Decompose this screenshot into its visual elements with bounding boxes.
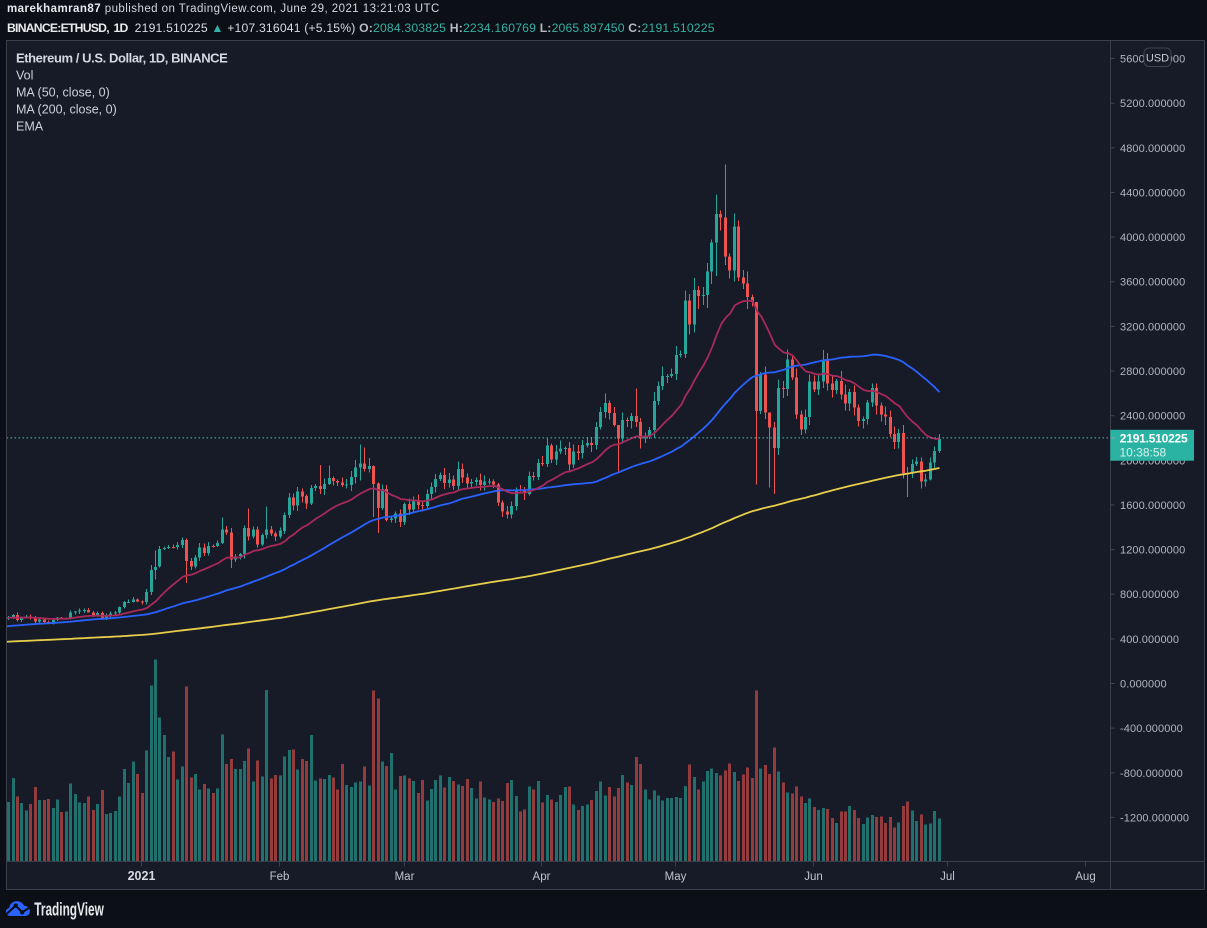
svg-text:4000.000000: 4000.000000 bbox=[1120, 232, 1185, 244]
svg-text:0.000000: 0.000000 bbox=[1120, 679, 1167, 691]
svg-text:5200.000000: 5200.000000 bbox=[1120, 98, 1185, 110]
svg-text:-400.000000: -400.000000 bbox=[1120, 723, 1183, 735]
svg-text:-1200.000000: -1200.000000 bbox=[1120, 812, 1189, 824]
svg-text:Aug: Aug bbox=[1075, 871, 1095, 883]
svg-text:TradingView: TradingView bbox=[34, 899, 104, 919]
svg-text:MA (200, close, 0): MA (200, close, 0) bbox=[16, 103, 117, 117]
svg-text:MA (50, close, 0): MA (50, close, 0) bbox=[16, 86, 110, 100]
svg-text:USD: USD bbox=[1146, 53, 1169, 65]
svg-text:Feb: Feb bbox=[270, 871, 290, 883]
svg-text:800.000000: 800.000000 bbox=[1120, 589, 1179, 601]
svg-text:Jul: Jul bbox=[940, 871, 955, 883]
svg-text:2191.510225: 2191.510225 bbox=[1120, 432, 1188, 446]
svg-text:4400.000000: 4400.000000 bbox=[1120, 188, 1185, 200]
svg-text:Mar: Mar bbox=[395, 871, 415, 883]
svg-text:Vol: Vol bbox=[16, 69, 33, 83]
svg-text:10:38:58: 10:38:58 bbox=[1120, 446, 1167, 460]
svg-text:400.000000: 400.000000 bbox=[1120, 634, 1179, 646]
svg-text:Ethereum / U.S. Dollar, 1D, BI: Ethereum / U.S. Dollar, 1D, BINANCE bbox=[16, 51, 228, 66]
svg-text:1600.000000: 1600.000000 bbox=[1120, 500, 1185, 512]
svg-text:3200.000000: 3200.000000 bbox=[1120, 321, 1185, 333]
svg-text:Jun: Jun bbox=[804, 871, 823, 883]
svg-text:3600.000000: 3600.000000 bbox=[1120, 277, 1185, 289]
svg-text:4800.000000: 4800.000000 bbox=[1120, 143, 1185, 155]
svg-text:2800.000000: 2800.000000 bbox=[1120, 366, 1185, 378]
svg-text:-800.000000: -800.000000 bbox=[1120, 768, 1183, 780]
svg-text:2021: 2021 bbox=[128, 869, 156, 883]
svg-text:1200.000000: 1200.000000 bbox=[1120, 545, 1185, 557]
svg-text:2400.000000: 2400.000000 bbox=[1120, 411, 1185, 423]
svg-text:Apr: Apr bbox=[533, 871, 551, 883]
svg-text:EMA: EMA bbox=[16, 120, 44, 134]
svg-text:May: May bbox=[665, 871, 687, 883]
